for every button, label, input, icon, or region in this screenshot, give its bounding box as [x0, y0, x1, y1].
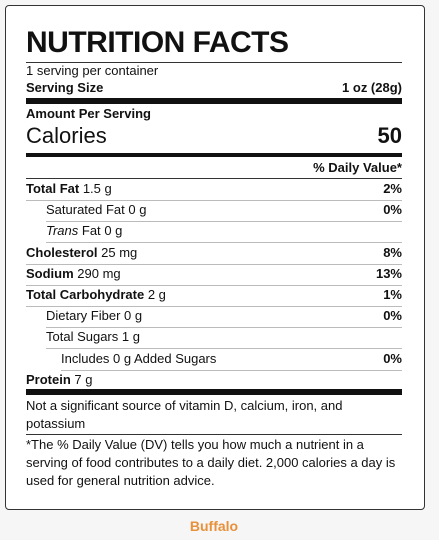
italic-name: Trans	[46, 223, 79, 239]
daily-value: 0%	[383, 350, 402, 366]
nutrient-amount: 1.5 g	[82, 181, 112, 196]
rule	[26, 98, 402, 104]
rule	[26, 389, 402, 395]
daily-value: 13%	[375, 265, 402, 281]
rule	[26, 62, 402, 63]
nutrition-label: NUTRITION FACTS 1 serving per container …	[5, 5, 425, 510]
calories-label: Calories	[26, 123, 107, 148]
nutrient-amount: 0 g	[128, 202, 147, 218]
rule	[46, 221, 402, 223]
rule	[46, 327, 402, 329]
nutrient-name: Saturated Fat	[46, 202, 125, 218]
nutrient-name: Includes 0 g Added Sugars	[61, 350, 217, 366]
nutrient-name: Total Fat	[26, 181, 80, 196]
amount-per-serving: Amount Per Serving	[26, 106, 151, 121]
nutrient-name: Total Carbohydrate	[26, 287, 145, 302]
nutrient-name: Dietary Fiber	[46, 308, 121, 324]
rule	[26, 263, 402, 265]
rule	[26, 306, 402, 307]
rule	[26, 153, 402, 157]
nutrient-amount: 7 g	[74, 371, 93, 387]
nutrient-amount: 2 g	[147, 287, 166, 302]
nutrient-row: Protein 7 g	[26, 372, 93, 388]
rule	[61, 369, 402, 371]
title: NUTRITION FACTS	[26, 26, 289, 59]
caption: Buffalo	[189, 518, 239, 534]
rule	[46, 348, 402, 350]
nutrient-name: Sodium	[26, 265, 74, 281]
servings: 1 serving per container	[26, 63, 159, 78]
nutrient-amount: 0 g	[124, 308, 143, 324]
nutrient-row: Total Sugars 1 g	[46, 329, 140, 345]
rule	[26, 284, 402, 286]
rule	[26, 200, 402, 201]
vitamins-note: Not a significant source of vitamin D, c…	[26, 398, 343, 431]
nutrient-name: Protein	[26, 371, 71, 387]
nutrient-row: Sodium 290 mg	[26, 266, 121, 282]
rule	[26, 434, 402, 435]
rule	[26, 178, 402, 179]
rule	[46, 242, 402, 244]
nutrient-amount: 0 g	[104, 223, 123, 239]
daily-value: 1%	[383, 287, 402, 302]
nutrient-amount: 1 g	[121, 329, 140, 345]
nutrient-row: Includes 0 g Added Sugars	[61, 351, 216, 367]
nutrient-amount: 25 mg	[101, 244, 138, 260]
nutrient-row: Total Carbohydrate 2 g	[26, 287, 166, 303]
nutrient-row: Dietary Fiber 0 g	[46, 308, 142, 324]
nutrient-row: Cholesterol 25 mg	[26, 245, 137, 261]
serving-size-label: Serving Size	[26, 80, 104, 95]
calories: 50	[377, 123, 402, 148]
daily-value: 0%	[383, 202, 402, 218]
serving-size: 1 oz (28g)	[342, 80, 402, 95]
daily-value: 2%	[383, 181, 402, 196]
nutrient-amount: 290 mg	[77, 265, 121, 281]
nutrient-name: Cholesterol	[26, 244, 98, 260]
nutrient-row: Trans Fat 0 g	[46, 223, 122, 239]
nutrient-row: Saturated Fat 0 g	[46, 202, 146, 218]
daily-value: 0%	[383, 308, 402, 324]
dv-header: % Daily Value*	[313, 160, 402, 175]
nutrient-name: Total Sugars	[46, 329, 119, 345]
nutrient-row: Total Fat 1.5 g	[26, 181, 112, 197]
footnote: *The % Daily Value (DV) tells you how mu…	[26, 437, 396, 488]
daily-value: 8%	[383, 244, 402, 260]
nutrient-name: Fat	[81, 223, 101, 239]
